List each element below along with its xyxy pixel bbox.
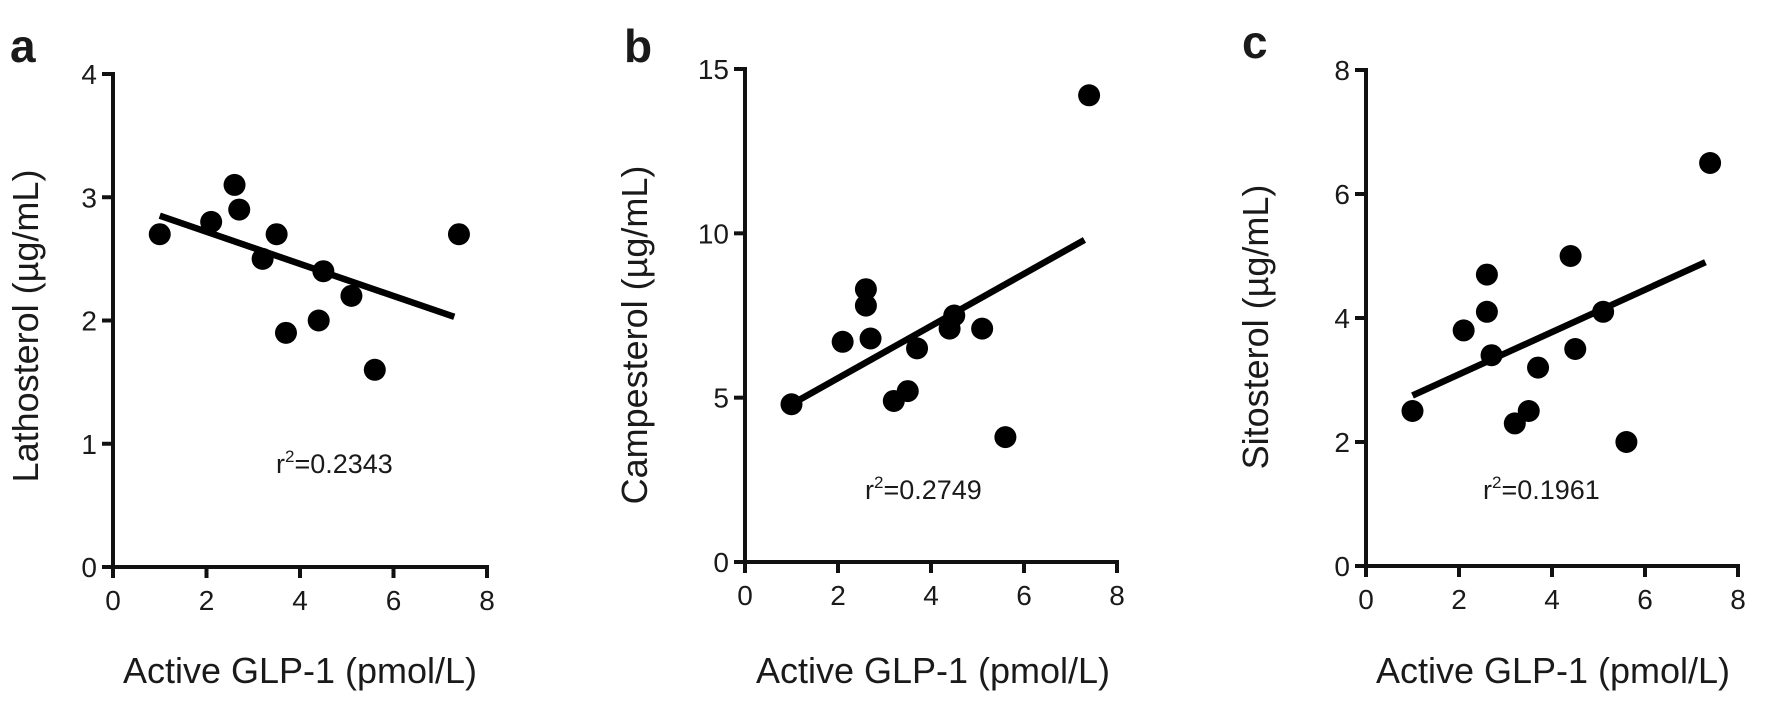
y-axis-label: Sitosterol (µg/mL) <box>1235 185 1276 470</box>
data-point <box>780 393 803 416</box>
data-point <box>447 223 470 246</box>
y-tick-label: 10 <box>698 218 729 249</box>
data-point <box>363 358 386 381</box>
x-tick-label: 4 <box>1544 584 1560 615</box>
y-tick-label: 2 <box>1334 427 1350 458</box>
r-squared-value: =0.1961 <box>1501 475 1599 505</box>
data-point <box>1592 300 1615 323</box>
data-point <box>831 330 854 353</box>
data-point <box>1615 431 1638 453</box>
data-point <box>896 380 919 403</box>
data-point <box>1564 338 1587 360</box>
panel-letter: c <box>1242 16 1268 68</box>
chart-panel-b: b 0 5 10 15 0 2 4 6 8 Active GLP-1 (pmol/L) Campest… <box>614 20 1125 691</box>
x-tick-label: 4 <box>923 580 939 611</box>
data-point <box>148 223 171 246</box>
data-point <box>994 426 1017 449</box>
regression-line <box>1411 259 1707 399</box>
x-axis-label: Active GLP-1 (pmol/L) <box>123 650 477 691</box>
y-tick-label: 0 <box>81 552 97 583</box>
data-point <box>251 247 274 270</box>
y-tick-label: 6 <box>1334 179 1350 210</box>
r-squared-base: r <box>276 449 285 479</box>
data-point <box>1475 263 1498 286</box>
r-squared-base: r <box>865 475 874 505</box>
panel-letter: b <box>624 20 652 72</box>
regression-line <box>789 237 1087 408</box>
y-tick-label: 0 <box>713 547 729 578</box>
x-tick-label: 6 <box>1016 580 1032 611</box>
data-point <box>1475 300 1498 323</box>
data-point <box>1480 344 1503 367</box>
x-tick-label: 8 <box>1109 580 1125 611</box>
data-point <box>854 278 877 301</box>
y-tick-label: 1 <box>81 429 97 460</box>
x-tick-label: 6 <box>1637 584 1653 615</box>
data-point <box>1527 356 1550 379</box>
y-tick-label: 4 <box>81 59 97 90</box>
r-squared-superscript: 2 <box>1492 473 1501 492</box>
y-tick-label: 15 <box>698 54 729 85</box>
data-point <box>971 317 994 340</box>
data-point <box>265 223 288 246</box>
y-axis-label: Campesterol (µg/mL) <box>614 166 655 505</box>
data-point <box>200 210 223 233</box>
y-tick-label: 2 <box>81 306 97 337</box>
r-squared-annotation: r2=0.2343 <box>276 447 393 479</box>
y-tick-label: 4 <box>1334 303 1350 334</box>
data-point <box>228 198 251 221</box>
x-tick-label: 4 <box>292 585 308 616</box>
x-tick-label: 0 <box>1358 584 1374 615</box>
chart-panel-c: c 0 2 4 6 8 0 2 4 6 8 Active GLP-1 (pmol/L) Sitoster… <box>1235 16 1746 691</box>
x-tick-label: 6 <box>386 585 402 616</box>
data-point <box>307 309 330 332</box>
data-point <box>1078 84 1101 107</box>
data-point <box>859 327 882 350</box>
r-squared-base: r <box>1483 475 1492 505</box>
x-axis-label: Active GLP-1 (pmol/L) <box>756 650 1110 691</box>
y-axis-label: Lathosterol (µg/mL) <box>5 170 46 483</box>
data-point <box>274 321 297 344</box>
data-point <box>906 337 929 360</box>
y-tick-label: 8 <box>1334 55 1350 86</box>
r-squared-superscript: 2 <box>874 473 883 492</box>
y-tick-label: 0 <box>1334 551 1350 582</box>
y-tick-label: 3 <box>81 182 97 213</box>
regression-line <box>158 212 456 320</box>
data-point <box>1559 245 1582 267</box>
x-tick-label: 8 <box>479 585 495 616</box>
r-squared-superscript: 2 <box>285 447 294 466</box>
data-point <box>223 173 246 196</box>
x-tick-label: 2 <box>830 580 846 611</box>
r-squared-annotation: r2=0.1961 <box>1483 473 1600 505</box>
data-point <box>312 260 335 283</box>
x-tick-label: 0 <box>737 580 753 611</box>
panel-letter: a <box>10 20 36 72</box>
data-point <box>1401 400 1424 422</box>
r-squared-annotation: r2=0.2749 <box>865 473 982 505</box>
data-point <box>1699 152 1722 174</box>
data-point <box>1517 400 1540 422</box>
r-squared-value: =0.2749 <box>883 475 981 505</box>
data-point <box>1452 319 1475 342</box>
data-point <box>854 294 877 317</box>
x-tick-label: 8 <box>1730 584 1746 615</box>
x-axis-label: Active GLP-1 (pmol/L) <box>1376 650 1730 691</box>
x-tick-label: 0 <box>105 585 121 616</box>
data-point <box>340 284 363 307</box>
y-tick-label: 5 <box>713 383 729 414</box>
x-tick-label: 2 <box>1451 584 1467 615</box>
chart-panel-a: a 0 1 2 3 4 0 2 4 6 8 Active GLP-1 (pmol/L) Lathoste… <box>5 20 495 691</box>
r-squared-value: =0.2343 <box>294 449 392 479</box>
data-point <box>943 304 966 327</box>
x-tick-label: 2 <box>199 585 215 616</box>
